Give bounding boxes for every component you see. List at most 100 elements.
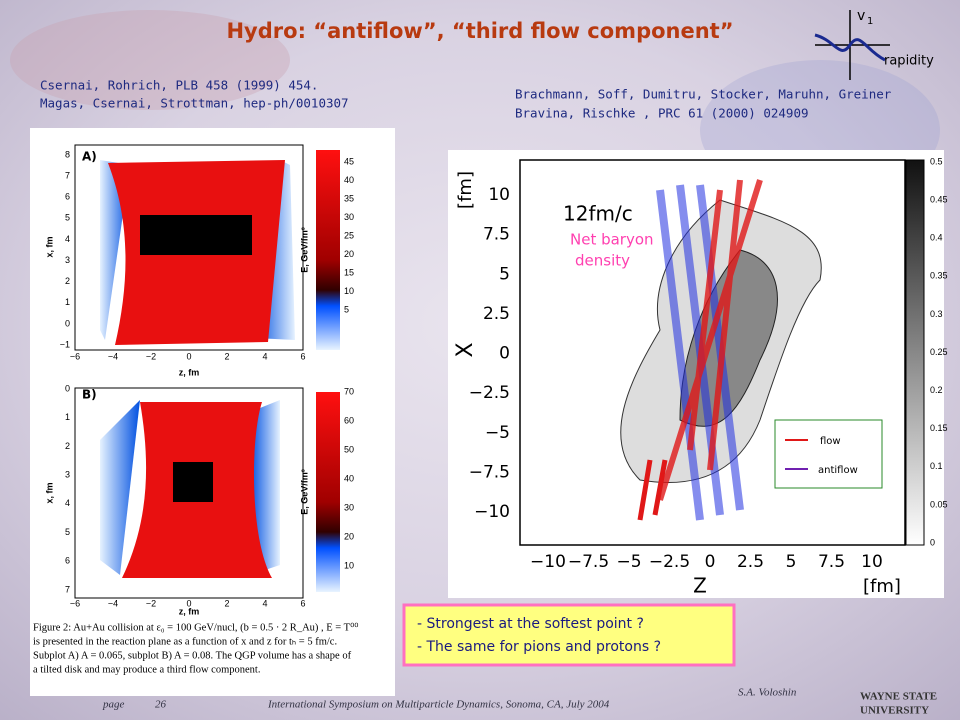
y-tick-label: 8: [65, 149, 70, 159]
caption-line: Subplot A) A = 0.065, subplot B) A = 0.0…: [33, 650, 352, 661]
y-tick-label: 1: [65, 297, 70, 307]
x-axis-label: z, fm: [179, 606, 200, 616]
colorbar-tick-label: 20: [344, 531, 354, 541]
y-tick-label: 5: [65, 527, 70, 537]
y-tick-label: 1: [65, 412, 70, 422]
y-tick-label: 2: [65, 276, 70, 286]
colorbar-tick-label: 10: [344, 286, 354, 296]
inset-sketch: [814, 10, 890, 80]
colorbar: [316, 150, 340, 350]
x-tick-label: −2.5: [649, 552, 690, 572]
x-tick-label: −4: [108, 598, 118, 608]
time-label: 12fm/c: [563, 202, 633, 226]
footer-page-number: 26: [155, 699, 167, 711]
colorbar-tick-label: 5: [344, 304, 349, 314]
y-tick-label: 6: [65, 192, 70, 202]
y-tick-label: 2: [65, 441, 70, 451]
x-tick-label: −2: [146, 351, 156, 361]
x-tick-label: −4: [108, 351, 118, 361]
panel-b-plot: [74, 387, 304, 599]
logo-text: WAYNE STATE: [860, 691, 937, 703]
note: - The same for pions and protons ?: [417, 639, 661, 655]
colorbar-tick-label: 10: [344, 560, 354, 570]
x-axis-label: Z: [693, 574, 707, 598]
footer-author: S.A. Voloshin: [738, 687, 797, 699]
colorbar-tick-label: 0.2: [930, 385, 943, 395]
background-blur: [10, 10, 290, 110]
panel-a-plot: [74, 144, 304, 351]
reference: Magas, Csernai, Strottman, hep-ph/001030…: [40, 96, 349, 111]
y-tick-label: 0: [499, 344, 510, 364]
x-tick-label: 6: [300, 351, 305, 361]
y-axis-label: x, fm: [44, 482, 54, 503]
slide-title: Hydro: “antiflow”, “third flow component…: [226, 19, 733, 43]
colorbar-tick-label: 0.25: [930, 347, 948, 357]
legend-label: flow: [820, 436, 841, 447]
x-tick-label: 0: [186, 351, 191, 361]
colorbar-tick-label: 60: [344, 415, 354, 425]
panel-label: B): [82, 388, 97, 402]
colorbar-tick-label: 0.1: [930, 461, 943, 471]
colorbar-tick-label: 0.35: [930, 271, 948, 281]
x-tick-label: −10: [530, 552, 566, 572]
colorbar-tick-label: 0.4: [930, 233, 943, 243]
footer-event: International Symposium on Multiparticle…: [267, 699, 610, 711]
x-axis-unit: [fm]: [863, 576, 901, 597]
x-tick-label: 2: [224, 598, 229, 608]
note: - Strongest at the softest point ?: [417, 616, 644, 632]
x-tick-label: −6: [70, 351, 80, 361]
density-label: density: [575, 252, 630, 270]
colorbar-label: E, GeV/fm³: [299, 227, 309, 273]
colorbar-tick-label: 35: [344, 193, 354, 203]
y-tick-label: 5: [499, 264, 510, 284]
colorbar-tick-label: 0: [930, 537, 935, 547]
y-axis-label: x, fm: [44, 236, 54, 257]
inset-x-label: rapidity: [884, 54, 934, 69]
footer-page-word: page: [102, 699, 125, 711]
x-tick-label: −7.5: [568, 552, 609, 572]
y-tick-label: 7: [65, 170, 70, 180]
x-tick-label: 0: [186, 598, 191, 608]
caption-line: Figure 2: Au+Au collision at ε₀ = 100 Ge…: [33, 621, 359, 633]
x-tick-label: 4: [262, 351, 267, 361]
x-tick-label: 2.5: [737, 552, 764, 572]
y-tick-label: 3: [65, 470, 70, 480]
y-tick-label: 2.5: [483, 304, 510, 324]
colorbar: [316, 392, 340, 592]
x-tick-label: 0: [705, 552, 716, 572]
x-tick-label: −5: [616, 552, 641, 572]
colorbar-tick-label: 0.05: [930, 499, 948, 509]
colorbar-tick-label: 25: [344, 230, 354, 240]
colorbar-tick-label: 20: [344, 249, 354, 259]
caption-line: is presented in the reaction plane as a …: [33, 636, 337, 647]
logo-text: UNIVERSITY: [860, 705, 929, 717]
density-label: Net baryon: [570, 231, 654, 249]
colorbar-tick-label: 0.15: [930, 423, 948, 433]
colorbar-tick-label: 40: [344, 175, 354, 185]
panel-label: A): [82, 150, 97, 164]
x-tick-label: 7.5: [818, 552, 845, 572]
x-tick-label: 2: [224, 351, 229, 361]
y-axis-label: X: [453, 342, 478, 357]
y-tick-label: −1: [60, 339, 70, 349]
caption-line: a tilted disk and may produce a third fl…: [33, 664, 260, 675]
y-tick-label: −10: [474, 502, 510, 522]
colorbar-tick-label: 45: [344, 156, 354, 166]
colorbar-tick-label: 15: [344, 267, 354, 277]
x-tick-label: 6: [300, 598, 305, 608]
y-tick-label: 0: [65, 318, 70, 328]
y-tick-label: 5: [65, 213, 70, 223]
y-tick-label: 0: [65, 383, 70, 393]
y-tick-label: 7: [65, 584, 70, 594]
x-tick-label: −2: [146, 598, 156, 608]
y-tick-label: 4: [65, 498, 70, 508]
y-tick-label: 3: [65, 255, 70, 265]
colorbar: [905, 159, 925, 546]
y-tick-label: −2.5: [469, 383, 510, 403]
y-axis-unit: [fm]: [455, 171, 476, 209]
x-tick-label: 5: [786, 552, 797, 572]
colorbar-tick-label: 0.45: [930, 194, 948, 204]
inset-y-label: v: [857, 8, 865, 24]
x-axis-label: z, fm: [179, 367, 200, 377]
